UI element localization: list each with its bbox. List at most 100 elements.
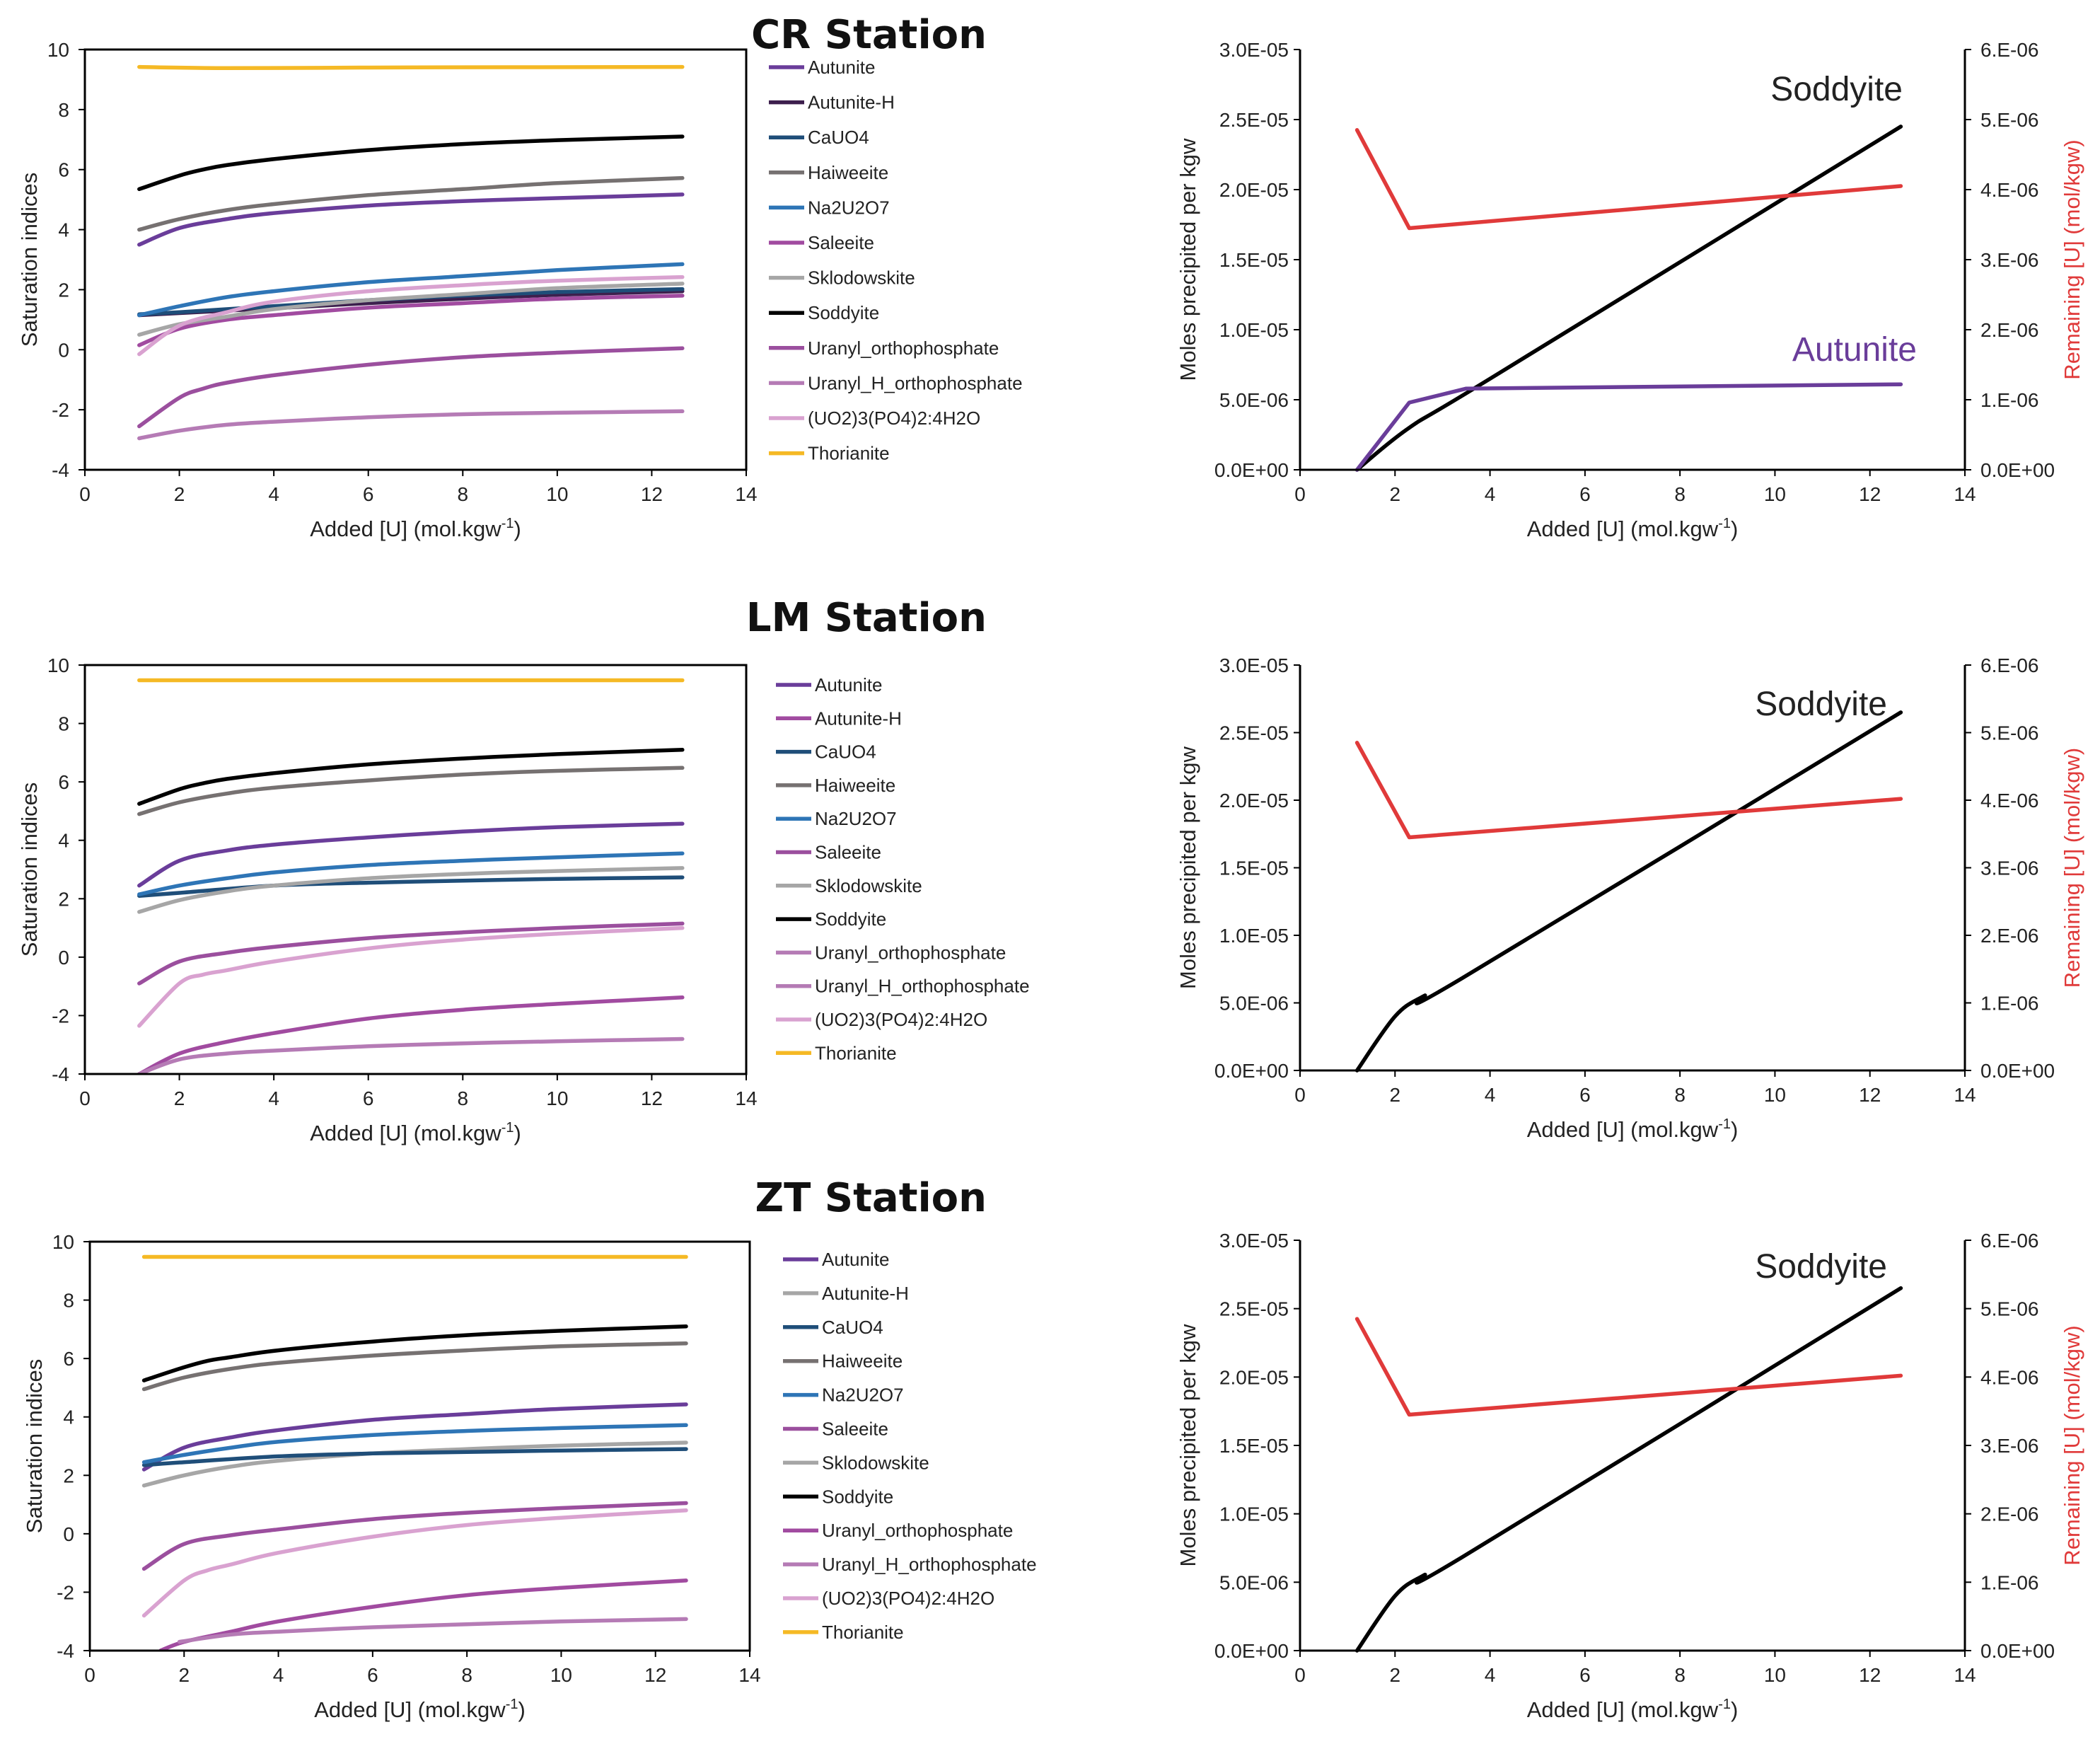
y-right-tick-label: 5.E-06 (1980, 109, 2039, 131)
y-right-tick-label: 6.E-06 (1980, 654, 2039, 676)
y-right-tick-label: 0.0E+00 (1980, 1060, 2055, 1082)
x-tick-label: 14 (1954, 1084, 1976, 1106)
legend-label: (UO2)3(PO4)2:4H2O (815, 1009, 987, 1030)
series-line-soddyite (1354, 710, 1903, 1073)
legend-label: Autunite-H (822, 1283, 909, 1304)
series-line-thorianite (137, 64, 685, 71)
plot-frame (83, 48, 748, 471)
y-left-tick-label: 0.0E+00 (1214, 1060, 1289, 1082)
legend-label: Uranyl_H_orthophosphate (822, 1554, 1037, 1575)
x-tick-label: 12 (644, 1664, 666, 1686)
x-tick-label: 8 (461, 1664, 472, 1686)
series-line-haiweeite (141, 1341, 688, 1392)
x-axis-label: Added [U] (mol.kgw-1) (1527, 516, 1739, 541)
legend-label: Sklodowskite (822, 1452, 929, 1473)
y-right-axis-label: Remaining [U] (mol/kgw) (2060, 1325, 2084, 1565)
y-right-tick-label: 1.E-06 (1980, 993, 2039, 1015)
x-tick-label: 8 (457, 483, 468, 505)
y-tick-label: 8 (58, 713, 69, 735)
legend-label: Saleeite (822, 1419, 888, 1440)
x-tick-label: 4 (1485, 1084, 1496, 1106)
precipitation-chart: 0 2 4 6 8 10 12 140.0E+005.0E-061.0E-051.5E-052… (1176, 1230, 2084, 1722)
y-left-axis-label: Moles precipited per kgw (1176, 746, 1200, 988)
station-panel-cr: CR Station 0 2 4 6 8 10 12 14 -4 -2 0 2 4 6 8 10 Added [U… (17, 12, 2084, 541)
x-tick-label: 4 (1485, 1664, 1496, 1686)
precipitation-chart: 0 2 4 6 8 10 12 140.0E+005.0E-061.0E-051.5E-052… (1176, 39, 2084, 541)
y-tick-label: -4 (52, 1063, 69, 1085)
x-tick-label: 12 (1859, 1664, 1881, 1686)
y-right-axis-label: Remaining [U] (mol/kgw) (2060, 139, 2084, 379)
x-tick-label: 8 (1674, 483, 1686, 505)
curve-annotation-autunite: Autunite (1792, 331, 1917, 369)
legend-label: CaUO4 (815, 741, 876, 763)
series-line-soddyite (137, 134, 685, 192)
station-panel-lm: LM Station 0 2 4 6 8 10 12 14 -4 -2 0 2 4 6 8 10 Added [U… (17, 595, 2084, 1145)
legend-label: Autunite (822, 1249, 889, 1270)
x-tick-label: 0 (1294, 1084, 1306, 1106)
y-tick-label: 0 (58, 947, 69, 969)
x-axis-label: Added [U] (mol.kgw-1) (310, 516, 521, 541)
legend-label: Soddyite (822, 1486, 893, 1507)
y-tick-label: -4 (52, 459, 69, 481)
series-line-soddyite (1354, 1286, 1903, 1653)
series-line-autunite-h (137, 289, 685, 318)
series-line-remaining-u- (1354, 1317, 1903, 1417)
x-tick-label: 12 (1859, 1084, 1881, 1106)
legend-label: (UO2)3(PO4)2:4H2O (822, 1588, 994, 1609)
series-line-saleeite (141, 1501, 688, 1571)
y-tick-label: 4 (63, 1407, 74, 1428)
y-right-tick-label: 4.E-06 (1980, 179, 2039, 201)
y-right-tick-label: 2.E-06 (1980, 925, 2039, 947)
series-lines (137, 678, 685, 1074)
x-tick-label: 0 (84, 1664, 95, 1686)
y-right-tick-label: 0.0E+00 (1980, 1640, 2055, 1662)
series-line--uo2-3-po4-2-4h2o (137, 925, 685, 1028)
y-right-tick-label: 2.E-06 (1980, 1503, 2039, 1525)
y-right-tick-label: 3.E-06 (1980, 857, 2039, 879)
y-left-tick-label: 5.0E-06 (1219, 1571, 1289, 1593)
x-axis-label: Added [U] (mol.kgw-1) (314, 1697, 526, 1722)
x-tick-label: 2 (1389, 1664, 1400, 1686)
x-tick-label: 6 (363, 1087, 374, 1109)
series-line-saleeite (137, 921, 685, 986)
series-line-na2u2o7 (141, 1423, 688, 1465)
x-tick-label: 6 (1579, 1084, 1591, 1106)
legend: Autunite Autunite-H CaUO4 Haiweeite Na2U2O7 S… (769, 57, 1023, 464)
y-tick-label: 4 (58, 830, 69, 852)
legend: Autunite Autunite-H CaUO4 Haiweeite Na2U2O7 S… (776, 674, 1030, 1063)
legend-label: Sklodowskite (808, 267, 915, 289)
x-tick-label: 2 (1389, 1084, 1400, 1106)
series-line-haiweeite (137, 175, 685, 232)
series-lines (137, 64, 685, 441)
y-tick-label: 10 (47, 654, 69, 676)
x-tick-label: 6 (363, 483, 374, 505)
legend-label: Soddyite (808, 302, 879, 323)
y-left-tick-label: 2.0E-05 (1219, 790, 1289, 812)
x-tick-label: 0 (1294, 1664, 1306, 1686)
y-right-tick-label: 4.E-06 (1980, 790, 2039, 812)
x-tick-label: 2 (174, 483, 185, 505)
y-tick-label: 2 (63, 1465, 74, 1486)
x-tick-label: 6 (1579, 483, 1591, 505)
legend-label: (UO2)3(PO4)2:4H2O (808, 408, 980, 429)
y-left-tick-label: 3.0E-05 (1219, 39, 1289, 61)
x-tick-label: 10 (550, 1664, 572, 1686)
legend: Autunite Autunite-H CaUO4 Haiweeite Na2U2O7 S… (783, 1249, 1037, 1643)
y-tick-label: 0 (58, 339, 69, 361)
series-line-remaining-u- (1354, 741, 1903, 840)
series-line-autunite (137, 821, 685, 888)
y-tick-label: 6 (58, 159, 69, 181)
legend-label: CaUO4 (808, 127, 869, 148)
x-tick-label: 12 (1859, 483, 1881, 505)
x-tick-label: 12 (641, 1087, 663, 1109)
legend-label: Uranyl_H_orthophosphate (815, 976, 1030, 997)
legend-label: Uranyl_orthophosphate (822, 1520, 1013, 1541)
legend-label: Thorianite (822, 1622, 904, 1643)
series-line-cauo4 (141, 1447, 688, 1467)
x-tick-label: 4 (268, 483, 279, 505)
y-left-tick-label: 3.0E-05 (1219, 1230, 1289, 1252)
x-axis-label: Added [U] (mol.kgw-1) (1527, 1116, 1739, 1142)
series-line-haiweeite (137, 766, 685, 816)
y-tick-label: 2 (58, 279, 69, 301)
legend-label: Uranyl_H_orthophosphate (808, 372, 1023, 393)
